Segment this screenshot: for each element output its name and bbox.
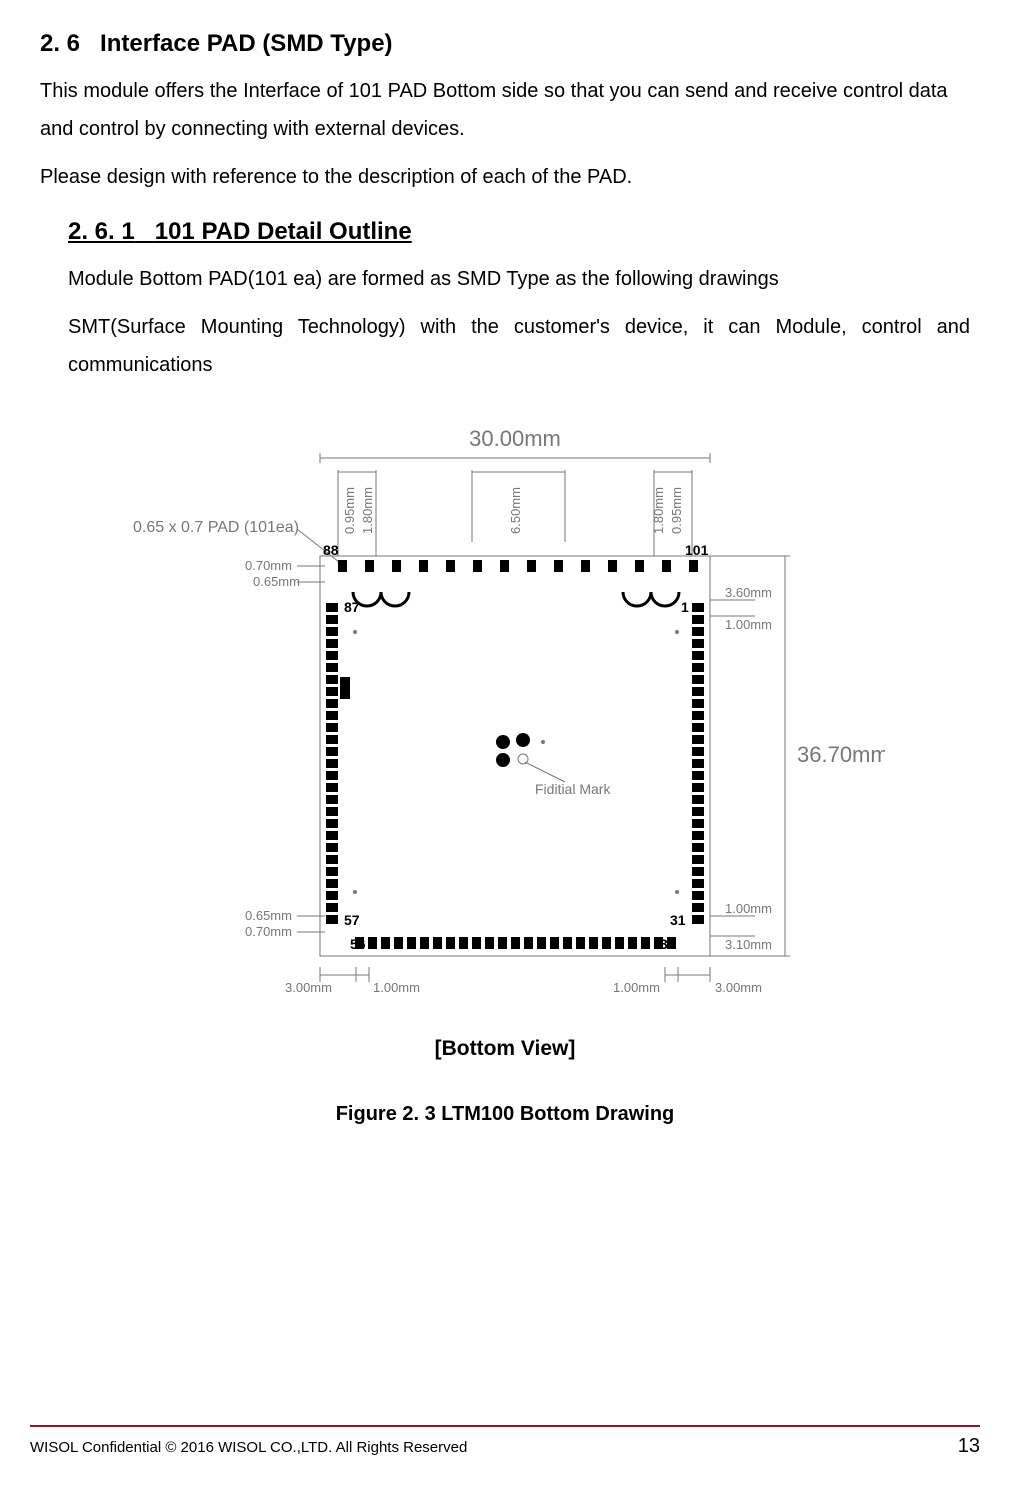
- pad-col-right: [692, 603, 704, 924]
- page-footer: WISOL Confidential © 2016 WISOL CO.,LTD.…: [30, 1425, 980, 1458]
- footer-left: WISOL Confidential © 2016 WISOL CO.,LTD.…: [30, 1439, 467, 1456]
- section-title: Interface PAD (SMD Type): [100, 30, 393, 57]
- fiducial-marks: Fiditial Mark: [496, 733, 611, 797]
- pin-31: 31: [670, 912, 686, 928]
- subsection-para-1: Module Bottom PAD(101 ea) are formed as …: [68, 260, 970, 298]
- section-heading: 2. 6 Interface PAD (SMD Type): [40, 30, 970, 58]
- dim-180a: 1.80mm: [360, 487, 375, 534]
- pin-87: 87: [344, 599, 360, 615]
- dim-070-l: 0.70mm: [245, 558, 292, 573]
- dim-065-l: 0.65mm: [253, 574, 300, 589]
- dim-180b: 1.80mm: [651, 487, 666, 534]
- pin-1: 1: [681, 599, 689, 615]
- pad-note: 0.65 x 0.7 PAD (101ea): [133, 519, 299, 536]
- dim-100t: 1.00mm: [725, 617, 772, 632]
- pin-101: 101: [685, 542, 709, 558]
- dim-300b: 3.00mm: [715, 980, 762, 995]
- dim-100a: 1.00mm: [373, 980, 420, 995]
- dim-3670: 36.70mm: [797, 742, 885, 767]
- dim-300a: 3.00mm: [285, 980, 332, 995]
- module-outline: [320, 556, 710, 956]
- dim-095b: 0.95mm: [669, 487, 684, 534]
- dim-065b: 0.65mm: [245, 908, 292, 923]
- subsection-para-2: SMT(Surface Mounting Technology) with th…: [68, 308, 970, 384]
- dim-360: 3.60mm: [725, 585, 772, 600]
- dim-650: 6.50mm: [508, 487, 523, 534]
- dim-100b: 1.00mm: [725, 901, 772, 916]
- section-para-2: Please design with reference to the desc…: [40, 158, 970, 196]
- section-number: 2. 6: [40, 30, 80, 57]
- dim-095a: 0.95mm: [342, 487, 357, 534]
- page-number: 13: [958, 1435, 980, 1458]
- antenna-arcs: [353, 592, 679, 606]
- pad-outline-diagram: 30.00mm 0.95mm 1.80mm 6.50mm 1.80mm 0.95…: [125, 422, 885, 1012]
- pin-88: 88: [323, 542, 339, 558]
- subsection-heading: 2. 6. 1 101 PAD Detail Outline: [68, 218, 970, 246]
- pad-col-left: [326, 603, 350, 924]
- diagram-caption: [Bottom View]: [40, 1037, 970, 1061]
- subsection-title: 101 PAD Detail Outline: [155, 218, 412, 245]
- figure-caption: Figure 2. 3 LTM100 Bottom Drawing: [40, 1103, 970, 1126]
- pin-57: 57: [344, 912, 360, 928]
- dim-30mm: 30.00mm: [469, 426, 561, 451]
- section-para-1: This module offers the Interface of 101 …: [40, 72, 970, 148]
- dim-310: 3.10mm: [725, 937, 772, 952]
- fiducial-label: Fiditial Mark: [535, 781, 611, 797]
- dim-100b2: 1.00mm: [613, 980, 660, 995]
- subsection-number: 2. 6. 1: [68, 218, 135, 245]
- diagram-container: 30.00mm 0.95mm 1.80mm 6.50mm 1.80mm 0.95…: [40, 422, 970, 1126]
- pad-row-bottom: [355, 937, 676, 949]
- dim-070b: 0.70mm: [245, 924, 292, 939]
- pad-row-top: [338, 560, 698, 572]
